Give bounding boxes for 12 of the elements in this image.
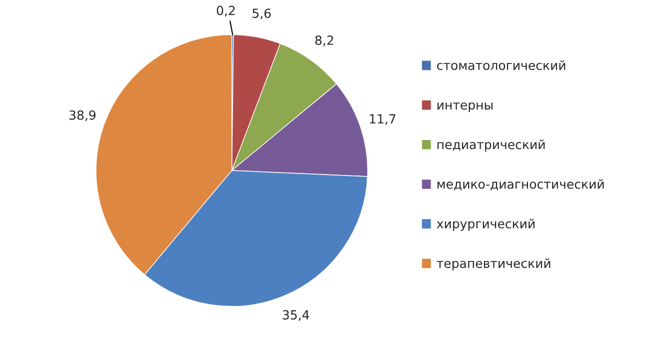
data-label: 0,2 — [216, 6, 235, 16]
legend-label: интерны — [438, 102, 493, 112]
data-label: 11,7 — [370, 114, 396, 125]
legend-label: педиатрический — [438, 140, 545, 152]
legend-label: терапевтический — [436, 258, 550, 270]
legend-label: хирургический — [436, 218, 534, 231]
data-label: 5,6 — [252, 8, 271, 20]
legend-label: стоматологический — [437, 60, 566, 70]
data-label: 38,9 — [70, 110, 96, 122]
data-label: 8,2 — [315, 36, 334, 46]
data-label: 35,4 — [282, 310, 310, 321]
legend-label: медико-диагностический — [438, 179, 604, 190]
